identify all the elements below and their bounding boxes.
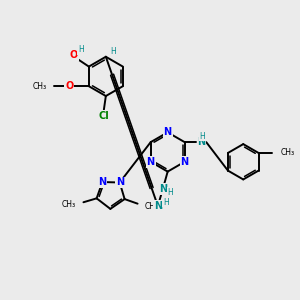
Text: CH₃: CH₃ <box>62 200 76 209</box>
Text: CH₃: CH₃ <box>145 202 159 211</box>
Text: O: O <box>65 81 73 91</box>
Text: N: N <box>98 177 106 187</box>
Text: H: H <box>200 132 205 141</box>
Text: CH₃: CH₃ <box>280 148 294 158</box>
Text: N: N <box>181 157 189 167</box>
Text: H: H <box>78 45 84 54</box>
Text: Cl: Cl <box>98 111 109 121</box>
Text: O: O <box>70 50 78 60</box>
Text: H: H <box>168 188 173 197</box>
Text: N: N <box>154 201 162 211</box>
Text: N: N <box>116 178 124 188</box>
Text: N: N <box>147 157 155 167</box>
Text: N: N <box>159 184 167 194</box>
Text: CH₃: CH₃ <box>32 82 46 91</box>
Text: H: H <box>110 47 116 56</box>
Text: N: N <box>164 127 172 137</box>
Text: N: N <box>197 137 206 147</box>
Text: H: H <box>163 197 169 206</box>
